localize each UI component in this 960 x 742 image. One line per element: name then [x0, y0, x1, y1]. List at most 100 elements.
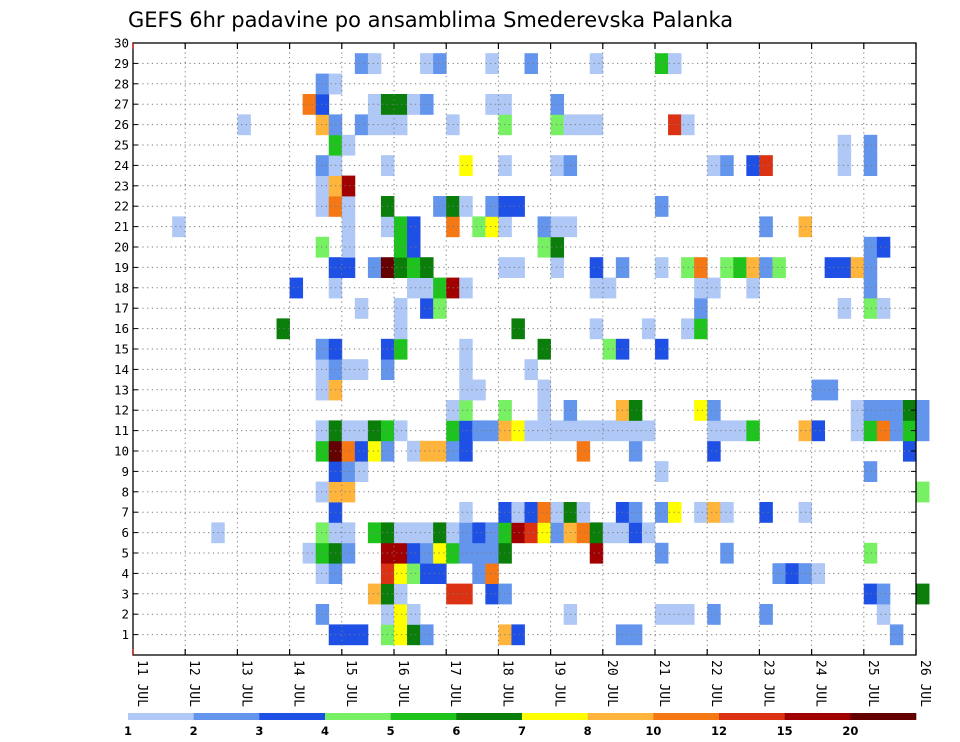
- heatmap-cell: [863, 236, 878, 258]
- heatmap-cell: [550, 522, 565, 544]
- heatmap-cell: [315, 338, 330, 360]
- heatmap-cell: [354, 53, 369, 74]
- legend-swatch: [325, 713, 391, 720]
- heatmap-cell: [420, 624, 434, 646]
- y-tick-label: 3: [121, 586, 129, 601]
- heatmap-cell: [485, 94, 499, 115]
- heatmap-cell: [537, 216, 551, 238]
- heatmap-cell: [315, 359, 330, 380]
- heatmap-cell: [746, 420, 760, 442]
- heatmap-cell: [459, 522, 473, 544]
- heatmap-cell: [407, 624, 421, 646]
- x-tick-label: 22 JUL: [708, 660, 723, 707]
- heatmap-cell: [394, 420, 408, 442]
- heatmap-cell: [394, 257, 408, 278]
- legend-label: 8: [584, 724, 592, 738]
- heatmap-cell: [367, 53, 382, 74]
- legend-label: 1: [124, 724, 132, 738]
- legend-swatch: [456, 713, 523, 720]
- heatmap-cell: [876, 420, 891, 442]
- heatmap-cell: [459, 359, 473, 380]
- legend-label: 6: [452, 724, 460, 738]
- heatmap-cell: [341, 216, 356, 238]
- heatmap-cell: [824, 257, 839, 278]
- heatmap-cell: [602, 277, 617, 299]
- y-tick-label: 25: [114, 138, 129, 153]
- heatmap-cell: [420, 298, 434, 319]
- x-tick-label: 12 JUL: [186, 660, 201, 707]
- heatmap-cell: [759, 604, 773, 625]
- heatmap-cell: [876, 400, 891, 421]
- heatmap-cell: [602, 338, 617, 360]
- heatmap-cell: [472, 379, 486, 401]
- y-tick-label: 17: [114, 301, 129, 316]
- heatmap-cell: [485, 420, 499, 442]
- y-tick-label: 19: [114, 260, 129, 275]
- heatmap-cell: [628, 624, 643, 646]
- heatmap-cell: [863, 155, 878, 176]
- heatmap-cell: [472, 522, 486, 544]
- gridlines: [133, 42, 916, 655]
- heatmap-cell: [394, 114, 408, 136]
- heatmap-cell: [876, 236, 891, 258]
- heatmap-cell: [694, 400, 708, 421]
- heatmap-cell: [576, 420, 591, 442]
- heatmap-cell: [420, 522, 434, 544]
- heatmap-cell: [485, 53, 499, 74]
- heatmap-cell: [916, 420, 930, 442]
- heatmap-cell: [433, 563, 447, 584]
- heatmap-cell: [302, 94, 317, 115]
- y-tick-label: 2: [121, 607, 129, 622]
- legend-label: 15: [777, 724, 793, 738]
- x-axis: 11 JUL 12 JUL 13 JUL 14 JUL 15 JUL 16 JUL 17 J…: [132, 43, 932, 707]
- legend-swatch: [719, 713, 785, 720]
- heatmap-cell: [537, 420, 551, 442]
- heatmap-cell: [433, 542, 447, 564]
- heatmap-cell: [589, 542, 604, 564]
- heatmap-cell: [341, 236, 356, 258]
- heatmap-cell: [641, 318, 656, 340]
- heatmap-cell: [655, 257, 669, 278]
- heatmap-cell: [459, 400, 473, 421]
- heatmap-cell: [863, 277, 878, 299]
- heatmap-cell: [459, 196, 473, 217]
- heatmap-cell: [315, 379, 330, 401]
- y-tick-label: 5: [121, 546, 129, 561]
- heatmap-cell: [589, 522, 604, 544]
- heatmap-cell: [394, 318, 408, 340]
- heatmap-cell: [341, 624, 356, 646]
- heatmap-cell: [589, 277, 604, 299]
- heatmap-cell: [811, 420, 826, 442]
- heatmap-cell: [707, 440, 721, 462]
- heatmap-cell: [889, 400, 904, 421]
- heatmap-cell: [720, 257, 734, 278]
- legend-label: 20: [842, 724, 858, 738]
- heatmap-cell: [772, 257, 786, 278]
- legend-label: 7: [518, 724, 526, 738]
- heatmap-cell: [916, 583, 930, 605]
- heatmap-cell: [707, 420, 721, 442]
- legend-label: 5: [387, 724, 395, 738]
- heatmap-cell: [315, 73, 330, 95]
- x-tick-label: 13 JUL: [238, 660, 253, 707]
- heatmap-cell: [876, 583, 891, 605]
- heatmap-cell: [537, 236, 551, 258]
- x-tick-label: 21 JUL: [656, 660, 671, 707]
- legend-label: 3: [255, 724, 263, 738]
- y-tick-label: 28: [114, 76, 129, 91]
- heatmap-cell: [394, 583, 408, 605]
- y-tick-label: 14: [114, 362, 129, 377]
- heatmap-cell: [420, 94, 434, 115]
- heatmap-cell: [511, 522, 525, 544]
- x-tick-label: 11 JUL: [134, 660, 149, 707]
- heatmap-cell: [354, 440, 369, 462]
- heatmap-cell: [354, 624, 369, 646]
- legend-label: 2: [190, 724, 198, 738]
- heatmap-cell: [889, 420, 904, 442]
- legend-swatch: [128, 713, 194, 720]
- heatmap-cell: [537, 522, 551, 544]
- heatmap-cell: [420, 563, 434, 584]
- heatmap-cell: [172, 216, 186, 238]
- heatmap-cell: [394, 624, 408, 646]
- heatmap-cell: [341, 175, 356, 197]
